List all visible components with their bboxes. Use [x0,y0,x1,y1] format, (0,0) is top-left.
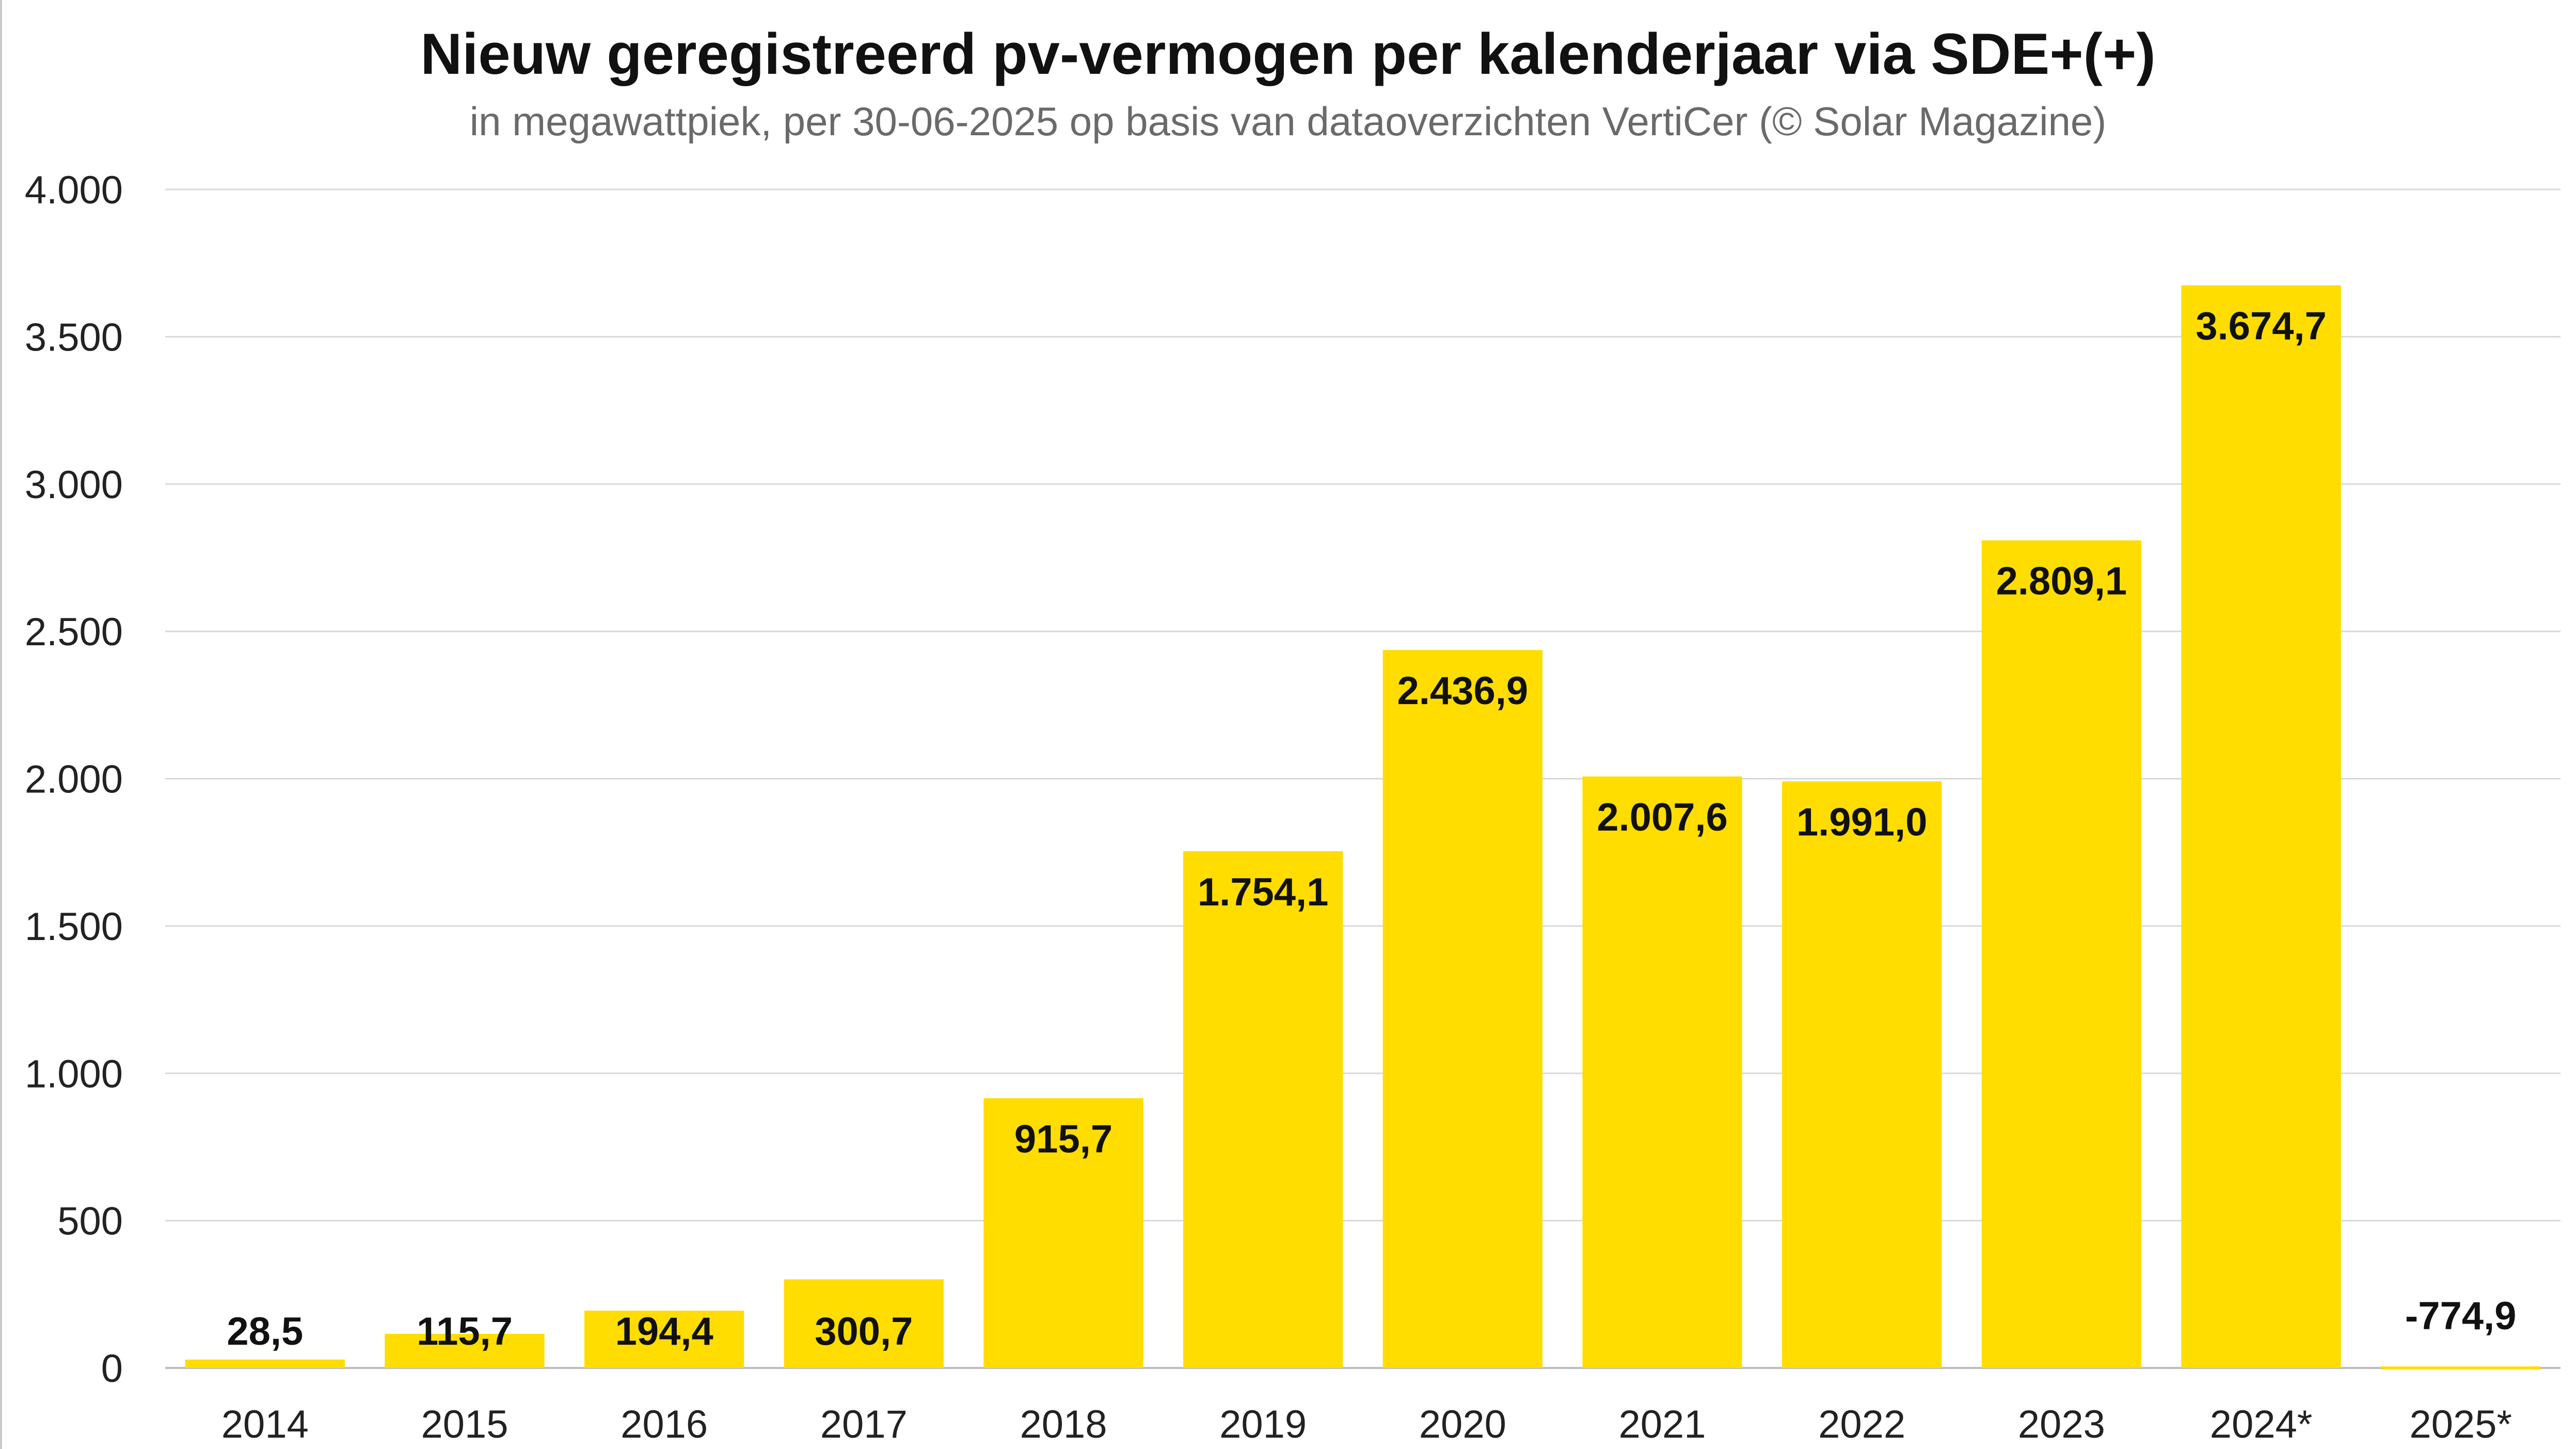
x-axis-ticks: 2014 2015 2016 2017 2018 2019 2020 2021 2022 2023… [221,1403,2512,1446]
bar-2022 [1782,781,1942,1368]
y-tick-label: 500 [57,1200,123,1244]
x-tick-label: 2016 [621,1403,708,1446]
bar-2018 [983,1098,1143,1368]
y-tick-label: 2.000 [25,758,123,802]
y-tick-label: 0 [101,1347,123,1391]
x-tick-label: 2025* [2409,1403,2512,1446]
data-label: 194,4 [615,1310,713,1354]
y-tick-label: 1.000 [25,1052,123,1096]
bar-2019 [1183,851,1343,1368]
bar-2024 [2181,285,2341,1368]
bar-2015 [385,1333,545,1368]
y-axis-ticks: 0 500 1.000 1.500 2.000 2.500 3.000 3.500 4.000 [25,168,123,1391]
data-label: 915,7 [1014,1117,1112,1161]
x-tick-label: 2014 [221,1403,309,1446]
data-label: 2.436,9 [1397,669,1529,713]
bars [185,285,2541,1370]
x-tick-label: 2021 [1618,1403,1706,1446]
chart-title: Nieuw geregistreerd pv-vermogen per kale… [420,22,2156,86]
x-tick-label: 2020 [1419,1403,1506,1446]
y-tick-label: 3.500 [25,315,123,359]
x-tick-label: 2022 [1818,1403,1905,1446]
left-border [0,0,2,1449]
bar-2021 [1582,776,1742,1368]
y-tick-label: 4.000 [25,168,123,212]
bar-2017 [784,1279,944,1368]
x-tick-label: 2023 [2018,1403,2105,1446]
data-label: 1.754,1 [1198,870,1329,914]
y-tick-label: 2.500 [25,610,123,654]
y-tick-label: 1.500 [25,905,123,949]
bar-2014 [185,1359,345,1368]
bar-2020 [1382,650,1543,1368]
bar-2016 [584,1311,744,1368]
data-label: 2.007,6 [1597,795,1728,839]
data-label: 300,7 [815,1310,913,1354]
x-tick-label: 2015 [421,1403,508,1446]
x-tick-label: 2019 [1219,1403,1307,1446]
bar-2023 [1981,540,2141,1368]
x-tick-label: 2018 [1020,1403,1107,1446]
data-label: 1.991,0 [1796,801,1928,845]
data-labels: 28,5 115,7 194,4 300,7 915,7 1.754,1 2.436,9 2.… [227,305,2516,1354]
data-label: 28,5 [227,1310,303,1354]
y-tick-label: 3.000 [25,463,123,507]
x-tick-label: 2024* [2210,1403,2313,1446]
data-label: 115,7 [417,1310,513,1354]
gridlines [165,188,2561,1369]
data-label: -774,9 [2405,1294,2517,1338]
chart-subtitle: in megawattpiek, per 30-06-2025 op basis… [469,99,2107,144]
x-tick-label: 2017 [820,1403,908,1446]
bar-2025 [2381,1366,2541,1370]
data-label: 2.809,1 [1996,560,2127,603]
data-label: 3.674,7 [2196,305,2327,348]
